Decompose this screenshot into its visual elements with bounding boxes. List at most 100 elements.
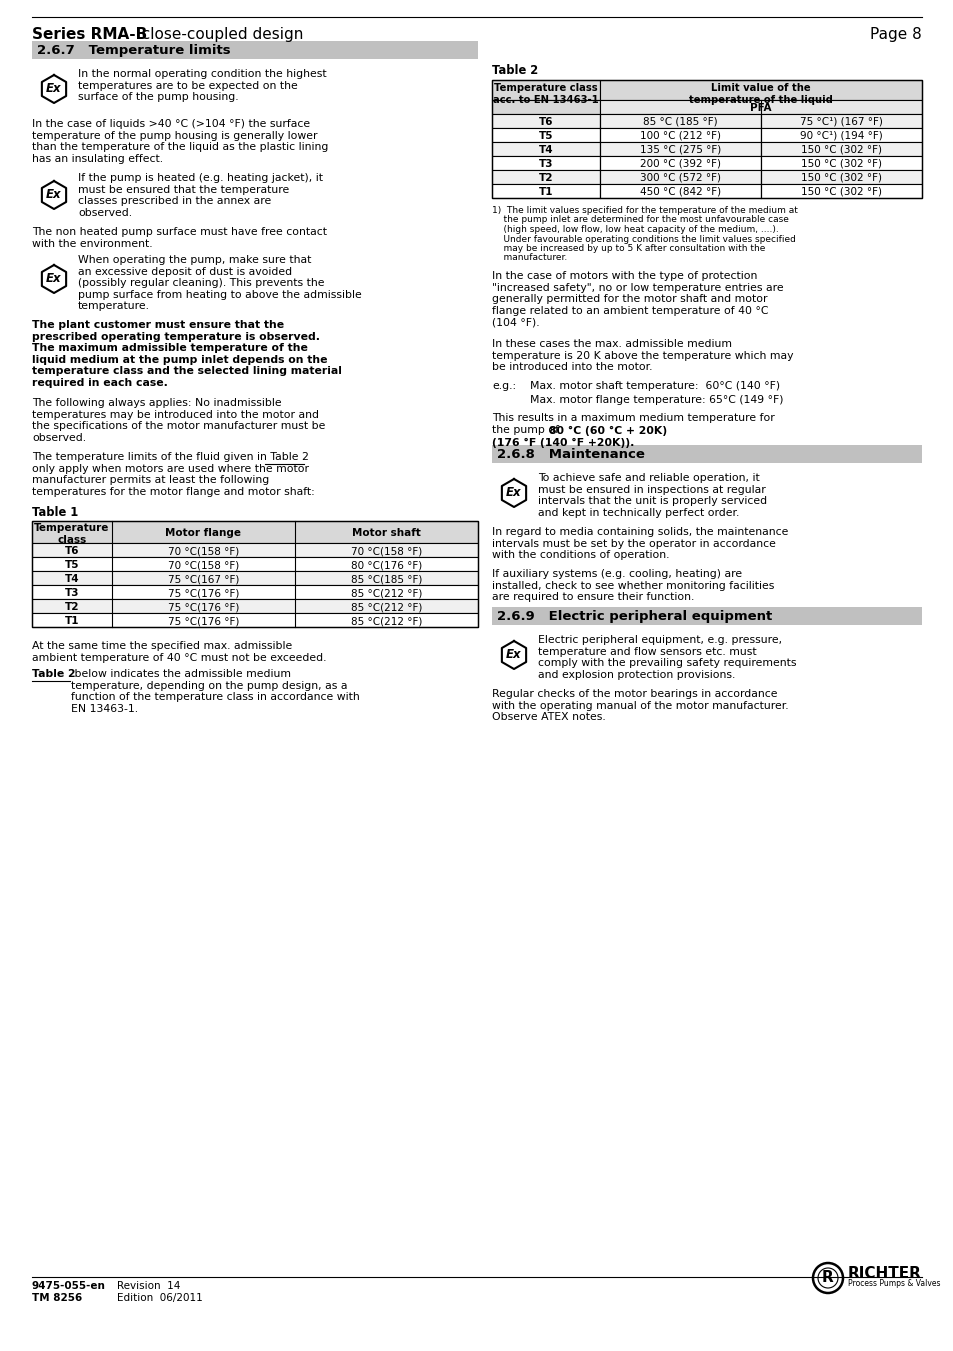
Text: T1: T1 <box>538 186 553 197</box>
Text: 85 °C(212 °F): 85 °C(212 °F) <box>351 603 422 612</box>
FancyBboxPatch shape <box>760 142 921 155</box>
Text: 80 °C(176 °F): 80 °C(176 °F) <box>351 561 421 570</box>
Text: Page 8: Page 8 <box>869 27 921 42</box>
Text: Motor flange: Motor flange <box>165 528 241 538</box>
Text: T6: T6 <box>65 546 79 557</box>
FancyBboxPatch shape <box>32 521 477 543</box>
Text: R: R <box>821 1270 833 1285</box>
Text: below indicates the admissible medium
temperature, depending on the pump design,: below indicates the admissible medium te… <box>71 669 359 713</box>
Text: T1: T1 <box>65 616 79 626</box>
Text: Edition  06/2011: Edition 06/2011 <box>117 1293 203 1302</box>
FancyBboxPatch shape <box>599 142 760 155</box>
Text: 9475-055-en: 9475-055-en <box>32 1281 106 1292</box>
Text: 85 °C(185 °F): 85 °C(185 °F) <box>351 574 422 584</box>
FancyBboxPatch shape <box>599 184 760 199</box>
Text: 70 °C(158 °F): 70 °C(158 °F) <box>351 546 421 557</box>
FancyBboxPatch shape <box>760 155 921 170</box>
Text: (176 °F (140 °F +20K)).: (176 °F (140 °F +20K)). <box>492 438 634 449</box>
Text: (high speed, low flow, low heat capacity of the medium, ....).: (high speed, low flow, low heat capacity… <box>492 226 778 234</box>
Text: If the pump is heated (e.g. heating jacket), it
must be ensured that the tempera: If the pump is heated (e.g. heating jack… <box>78 173 323 218</box>
Text: Series RMA-B: Series RMA-B <box>32 27 147 42</box>
Text: Ex: Ex <box>506 648 521 662</box>
Text: T6: T6 <box>538 118 553 127</box>
FancyBboxPatch shape <box>492 100 599 113</box>
Text: 75 °C(176 °F): 75 °C(176 °F) <box>168 616 239 626</box>
Text: In these cases the max. admissible medium
temperature is 20 K above the temperat: In these cases the max. admissible mediu… <box>492 339 793 372</box>
Text: 150 °C (302 °F): 150 °C (302 °F) <box>801 159 882 169</box>
Text: Table 2: Table 2 <box>492 63 537 77</box>
Text: 150 °C (302 °F): 150 °C (302 °F) <box>801 145 882 155</box>
FancyBboxPatch shape <box>760 128 921 142</box>
Text: Temperature
class: Temperature class <box>34 523 110 544</box>
Text: The non heated pump surface must have free contact
with the environment.: The non heated pump surface must have fr… <box>32 227 327 249</box>
FancyBboxPatch shape <box>492 113 599 128</box>
Text: If auxiliary systems (e.g. cooling, heating) are
installed, check to see whether: If auxiliary systems (e.g. cooling, heat… <box>492 569 774 603</box>
Text: Process Pumps & Valves: Process Pumps & Valves <box>847 1278 940 1288</box>
Text: Ex: Ex <box>46 273 62 285</box>
Text: T5: T5 <box>538 131 553 141</box>
Text: 80 °C (60 °C + 20K): 80 °C (60 °C + 20K) <box>548 426 666 435</box>
FancyBboxPatch shape <box>492 128 599 142</box>
FancyBboxPatch shape <box>32 613 477 627</box>
Text: The temperature limits of the fluid given in Table 2
only apply when motors are : The temperature limits of the fluid give… <box>32 453 314 497</box>
FancyBboxPatch shape <box>760 113 921 128</box>
Text: 135 °C (275 °F): 135 °C (275 °F) <box>639 145 720 155</box>
Text: Limit value of the
temperature of the liquid: Limit value of the temperature of the li… <box>688 82 832 104</box>
Text: Max. motor shaft temperature:  60°C (140 °F): Max. motor shaft temperature: 60°C (140 … <box>530 381 780 390</box>
Text: 2.6.8   Maintenance: 2.6.8 Maintenance <box>497 449 644 461</box>
Text: 2.6.7   Temperature limits: 2.6.7 Temperature limits <box>37 45 231 57</box>
Text: PFA: PFA <box>749 103 771 113</box>
Text: T5: T5 <box>65 561 79 570</box>
FancyBboxPatch shape <box>32 543 477 557</box>
Text: The following always applies: No inadmissible
temperatures may be introduced int: The following always applies: No inadmis… <box>32 399 325 443</box>
Text: In the case of motors with the type of protection
"increased safety", no or low : In the case of motors with the type of p… <box>492 272 782 327</box>
FancyBboxPatch shape <box>599 80 921 100</box>
Text: the pump inlet are determined for the most unfavourable case: the pump inlet are determined for the mo… <box>492 216 788 224</box>
Text: e.g.:: e.g.: <box>492 381 516 390</box>
Text: 150 °C (302 °F): 150 °C (302 °F) <box>801 186 882 197</box>
Text: Max. motor flange temperature: 65°C (149 °F): Max. motor flange temperature: 65°C (149… <box>530 394 782 405</box>
Text: T2: T2 <box>65 603 79 612</box>
Text: 100 °C (212 °F): 100 °C (212 °F) <box>639 131 720 141</box>
Text: Temperature class
acc. to EN 13463-1: Temperature class acc. to EN 13463-1 <box>493 82 598 104</box>
Text: In regard to media containing solids, the maintenance
intervals must be set by t: In regard to media containing solids, th… <box>492 527 787 561</box>
FancyBboxPatch shape <box>599 100 921 113</box>
FancyBboxPatch shape <box>599 155 760 170</box>
Text: T3: T3 <box>538 159 553 169</box>
FancyBboxPatch shape <box>492 170 599 184</box>
Text: Ex: Ex <box>46 82 62 96</box>
Text: may be increased by up to 5 K after consultation with the: may be increased by up to 5 K after cons… <box>492 245 764 253</box>
Text: T2: T2 <box>538 173 553 182</box>
FancyBboxPatch shape <box>32 571 477 585</box>
Text: 70 °C(158 °F): 70 °C(158 °F) <box>168 546 239 557</box>
Text: Electric peripheral equipment, e.g. pressure,
temperature and flow sensors etc. : Electric peripheral equipment, e.g. pres… <box>537 635 796 680</box>
FancyBboxPatch shape <box>599 128 760 142</box>
Text: Under favourable operating conditions the limit values specified: Under favourable operating conditions th… <box>492 235 795 243</box>
FancyBboxPatch shape <box>760 184 921 199</box>
Text: The plant customer must ensure that the
prescribed operating temperature is obse: The plant customer must ensure that the … <box>32 320 341 388</box>
Text: Revision  14: Revision 14 <box>117 1281 180 1292</box>
Text: Ex: Ex <box>506 486 521 500</box>
Text: T4: T4 <box>65 574 79 584</box>
Text: In the case of liquids >40 °C (>104 °F) the surface
temperature of the pump hous: In the case of liquids >40 °C (>104 °F) … <box>32 119 328 163</box>
Text: 75 °C¹) (167 °F): 75 °C¹) (167 °F) <box>800 118 882 127</box>
Text: At the same time the specified max. admissible
ambient temperature of 40 °C must: At the same time the specified max. admi… <box>32 640 326 662</box>
Text: 150 °C (302 °F): 150 °C (302 °F) <box>801 173 882 182</box>
Text: This results in a maximum medium temperature for
the pump of: This results in a maximum medium tempera… <box>492 413 774 435</box>
Text: Table 1: Table 1 <box>32 507 78 519</box>
Text: Ex: Ex <box>46 189 62 201</box>
Text: Table 2: Table 2 <box>32 669 75 680</box>
FancyBboxPatch shape <box>492 184 599 199</box>
FancyBboxPatch shape <box>32 41 477 59</box>
Text: TM 8256: TM 8256 <box>32 1293 82 1302</box>
Text: 75 °C(167 °F): 75 °C(167 °F) <box>168 574 239 584</box>
Text: To achieve safe and reliable operation, it
must be ensured in inspections at reg: To achieve safe and reliable operation, … <box>537 473 766 517</box>
FancyBboxPatch shape <box>32 557 477 571</box>
Text: 75 °C(176 °F): 75 °C(176 °F) <box>168 603 239 612</box>
Text: manufacturer.: manufacturer. <box>492 254 567 262</box>
Text: Regular checks of the motor bearings in accordance
with the operating manual of : Regular checks of the motor bearings in … <box>492 689 788 723</box>
Text: Motor shaft: Motor shaft <box>352 528 420 538</box>
Text: close-coupled design: close-coupled design <box>132 27 303 42</box>
FancyBboxPatch shape <box>492 142 599 155</box>
Text: When operating the pump, make sure that
an excessive deposit of dust is avoided
: When operating the pump, make sure that … <box>78 255 361 311</box>
